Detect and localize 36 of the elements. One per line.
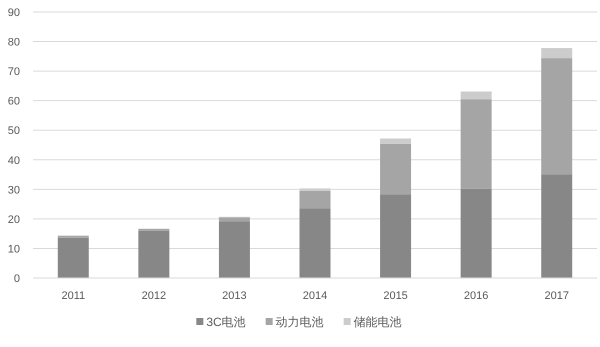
x-tick-label: 2011	[61, 290, 86, 302]
legend-label: 动力电池	[276, 315, 324, 329]
bar	[138, 230, 170, 278]
y-tick-label: 10	[8, 243, 20, 256]
y-tick-label: 80	[8, 36, 20, 49]
bar	[460, 188, 492, 278]
bar	[541, 174, 572, 278]
bar	[300, 188, 330, 191]
bar	[541, 48, 572, 58]
y-tick-label: 60	[8, 96, 20, 108]
x-tick-label: 2014	[302, 290, 328, 302]
bar	[541, 58, 572, 174]
y-tick-label: 90	[8, 7, 20, 19]
bar	[380, 194, 412, 278]
legend-label: 3C电池	[206, 315, 246, 329]
y-tick-label: 70	[8, 66, 20, 78]
bar	[218, 221, 250, 278]
y-tick-label: 20	[8, 214, 20, 226]
bar	[460, 92, 492, 100]
y-tick-label: 0	[14, 273, 20, 285]
bar	[300, 190, 330, 208]
legend-label: 储能电池	[354, 315, 402, 329]
bar	[460, 99, 492, 189]
x-tick-label: 2013	[222, 290, 247, 302]
bar	[380, 138, 412, 144]
x-tick-label: 2016	[464, 290, 488, 302]
x-tick-label: 2012	[142, 290, 166, 302]
x-tick-label: 2017	[544, 290, 569, 302]
bar	[218, 217, 250, 222]
x-tick-label: 2015	[383, 290, 408, 302]
y-tick-label: 30	[8, 184, 20, 196]
y-tick-label: 40	[8, 154, 20, 167]
bar	[58, 238, 89, 278]
bar	[300, 208, 330, 278]
y-tick-label: 50	[8, 125, 20, 138]
bar	[380, 144, 412, 194]
